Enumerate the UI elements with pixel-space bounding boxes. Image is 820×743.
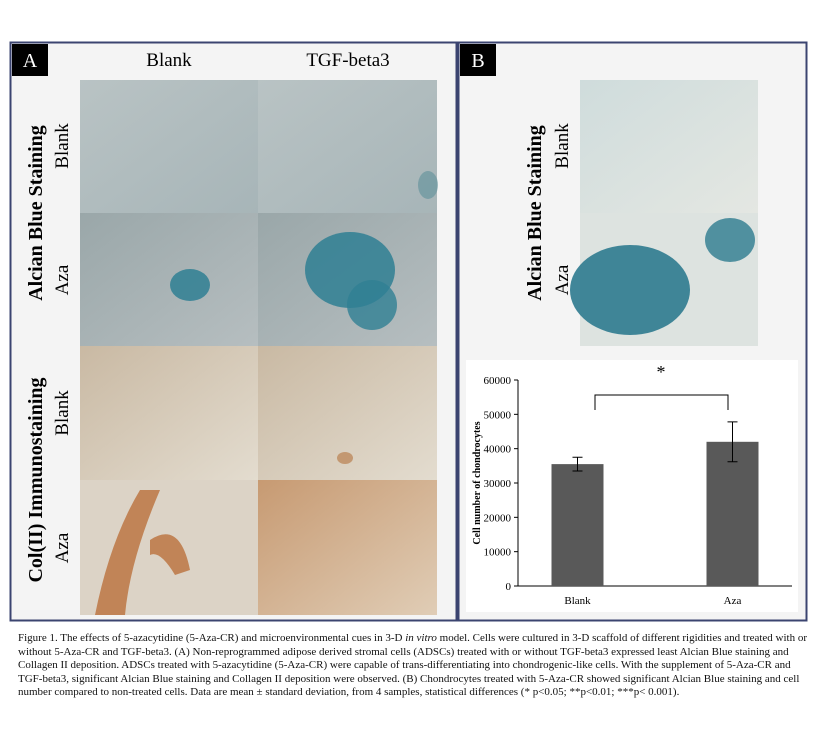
micrograph (258, 80, 437, 213)
error-bar (572, 456, 583, 472)
caption-text: Figure 1. The effects of 5-azacytidine (… (18, 632, 406, 644)
panel-label-bg (12, 44, 48, 76)
panel-label-bg (460, 44, 496, 76)
row-label: Aza (52, 532, 73, 563)
x-tick-label: Blank (564, 595, 591, 607)
micrograph (337, 452, 353, 464)
micrograph (418, 171, 438, 199)
x-tick-label: Aza (724, 595, 742, 607)
bar (551, 464, 604, 586)
micrograph (95, 490, 190, 615)
caption-text: in vitro (405, 632, 437, 644)
y-tick-label: 50000 (484, 409, 512, 421)
y-tick-label: 0 (506, 581, 512, 593)
row-label: Blank (52, 390, 73, 436)
row-label: Aza (552, 264, 573, 295)
column-label: TGF-beta3 (306, 50, 389, 71)
y-tick-label: 30000 (484, 478, 512, 490)
panel-label: A (23, 50, 38, 72)
row-group-title: Col(II) Immunostaining (25, 377, 47, 582)
significance-bracket (594, 394, 729, 410)
row-group-title: Alcian Blue Staining (25, 125, 47, 301)
error-bar (727, 421, 738, 463)
significance-marker: * (657, 362, 666, 382)
y-tick-label: 20000 (484, 512, 512, 524)
micrograph (347, 280, 397, 330)
micrographs-b (570, 80, 758, 346)
row-group-title: Alcian Blue Staining (524, 125, 546, 301)
caption: Figure 1. The effects of 5-azacytidine (… (18, 632, 808, 700)
bar (706, 441, 759, 586)
micrograph (80, 346, 258, 480)
micrograph (705, 218, 755, 262)
caption-text: model. Cells were cultured in 3-D scaffo… (18, 632, 808, 698)
panel-label: B (471, 50, 484, 72)
y-tick-label: 10000 (484, 547, 512, 559)
micrograph (80, 80, 258, 213)
micrograph (570, 245, 690, 335)
bar-chart: Cell number of chondrocytes * 0 10000 2000… (466, 360, 798, 612)
y-tick-label: 60000 (484, 375, 512, 387)
row-label: Blank (52, 123, 73, 169)
micrograph (80, 213, 258, 346)
micrograph (258, 480, 437, 615)
column-label: Blank (146, 50, 192, 71)
micrograph (580, 80, 758, 213)
y-axis-label: Cell number of chondrocytes (472, 421, 483, 544)
micrograph (170, 269, 210, 301)
micrographs-a (80, 80, 438, 615)
row-label: Blank (552, 123, 573, 169)
row-label: Aza (52, 264, 73, 295)
y-tick-label: 40000 (484, 444, 512, 456)
